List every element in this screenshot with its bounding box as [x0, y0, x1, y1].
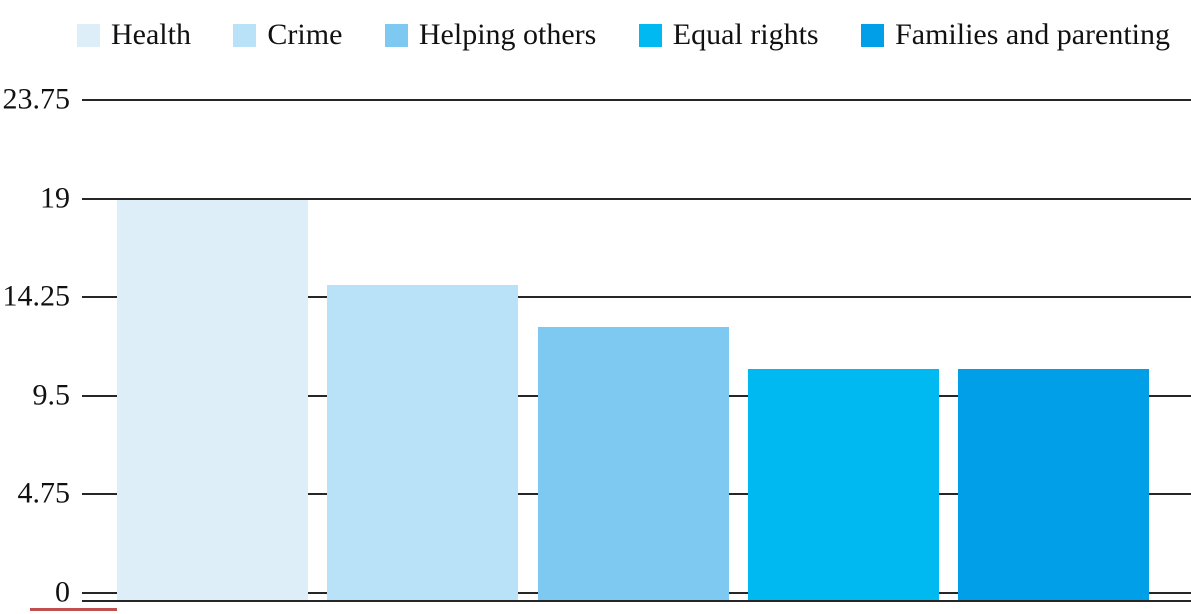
y-tick-label-19: 19	[40, 180, 70, 214]
bar-families-and-parenting	[958, 368, 1149, 602]
y-tick-label-14.25: 14.25	[2, 279, 71, 313]
legend-label: Equal rights	[672, 18, 819, 51]
legend-item-helping-others: Helping others	[384, 18, 597, 51]
legend-item-crime: Crime	[233, 20, 342, 50]
gridline-y-19	[82, 197, 1191, 200]
bar-crime	[327, 284, 518, 602]
cropped-red-element	[30, 608, 117, 611]
legend-swatch-crime	[233, 23, 257, 47]
legend-swatch-health	[77, 23, 100, 47]
bar-equal-rights	[748, 368, 939, 602]
legend-item-families-and-parenting: Families and parenting	[861, 20, 1170, 50]
legend-item-equal-rights: Equal rights	[638, 18, 819, 51]
legend-label: Health	[111, 18, 191, 51]
legend-label: Families and parenting	[895, 18, 1170, 51]
y-tick-label-23.75: 23.75	[2, 82, 71, 116]
legend-item-health: Health	[77, 20, 191, 50]
y-tick-label-4.75: 4.75	[17, 476, 71, 510]
y-tick-label-9.5: 9.5	[32, 378, 71, 412]
legend-label: Helping others	[418, 18, 597, 51]
legend: Health Crime Helping others Equal rights Fam…	[77, 14, 1170, 56]
legend-swatch-equal-rights	[638, 23, 662, 47]
x-axis-line	[82, 600, 1191, 602]
legend-swatch-families-and-parenting	[861, 23, 885, 47]
gridline-y-14.25	[82, 296, 1191, 299]
y-tick-label-0: 0	[55, 575, 70, 609]
legend-swatch-helping-others	[384, 23, 408, 47]
legend-label: Crime	[267, 18, 343, 51]
gridline-y-23.75	[82, 99, 1191, 101]
bar-health	[117, 200, 308, 602]
bar-helping-others	[538, 326, 729, 602]
